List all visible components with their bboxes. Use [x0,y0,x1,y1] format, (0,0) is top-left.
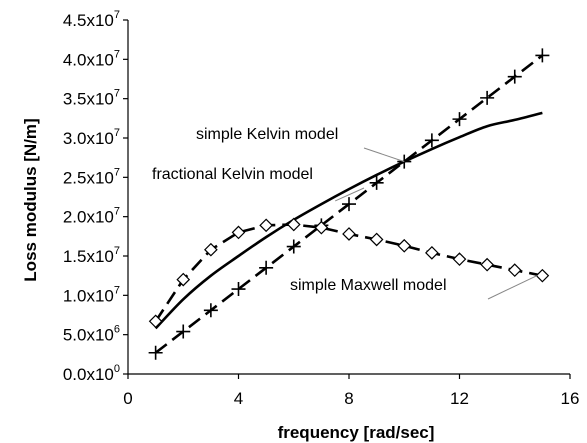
plus-marker [203,303,218,318]
y-tick-label: 0.0x100 [63,363,120,384]
plus-marker [148,345,163,360]
diamond-marker [176,272,191,287]
x-tick-label: 4 [234,389,243,408]
plus-marker [424,133,439,148]
plus-marker [369,175,384,190]
y-tick-label: 3.5x107 [63,88,120,109]
y-tick-label: 2.0x107 [63,206,120,227]
diamond-marker [259,218,273,233]
annotation-leader-line [487,275,538,300]
diamond-marker [148,314,163,329]
series-line-2 [154,111,543,330]
plus-marker [480,90,495,105]
plus-marker [342,197,356,212]
y-tick-label: 3.0x107 [63,127,120,148]
y-tick-label: 5.0x106 [63,324,120,345]
diamond-marker [507,263,522,278]
plus-marker [286,239,301,254]
x-tick-label: 0 [123,389,132,408]
annotation-leader-line [363,147,405,163]
diamond-marker [314,220,329,235]
plus-marker [535,48,550,63]
y-axis-title: Loss modulus [N/m] [21,118,40,281]
diamond-marker [425,246,439,260]
plus-marker [259,260,274,275]
diamond-marker [369,232,384,247]
x-tick-label: 12 [450,389,469,408]
diamond-marker [286,217,301,232]
annotation-label: fractional Kelvin model [152,166,313,183]
diamond-marker [204,242,218,257]
plot-area: 0.0x100 5.0x106 1.0x107 1.5x107 2.0x107 2.5x1… [63,9,580,408]
annotation-leader-line [334,187,365,202]
y-tick-label: 4.0x107 [63,48,120,69]
diamond-marker [397,238,412,253]
x-tick-label: 8 [344,389,353,408]
annotation-label: simple Kelvin model [196,126,338,143]
plus-marker [176,324,191,339]
plus-marker [231,282,246,297]
y-tick-label: 2.5x107 [63,166,120,187]
y-tick-label: 4.5x107 [63,9,120,30]
diamond-marker [452,252,467,266]
diamond-marker [480,257,494,272]
y-tick-label: 1.0x107 [63,284,120,305]
diamond-marker [231,225,246,240]
diamond-marker [535,268,550,283]
annotation-label: simple Maxwell model [290,277,447,294]
x-axis-title: frequency [rad/sec] [278,423,435,442]
diamond-marker [342,227,356,241]
plus-marker [507,69,522,84]
plus-marker [452,112,467,127]
x-tick-label: 16 [561,389,580,408]
y-tick-label: 1.5x107 [63,245,120,266]
